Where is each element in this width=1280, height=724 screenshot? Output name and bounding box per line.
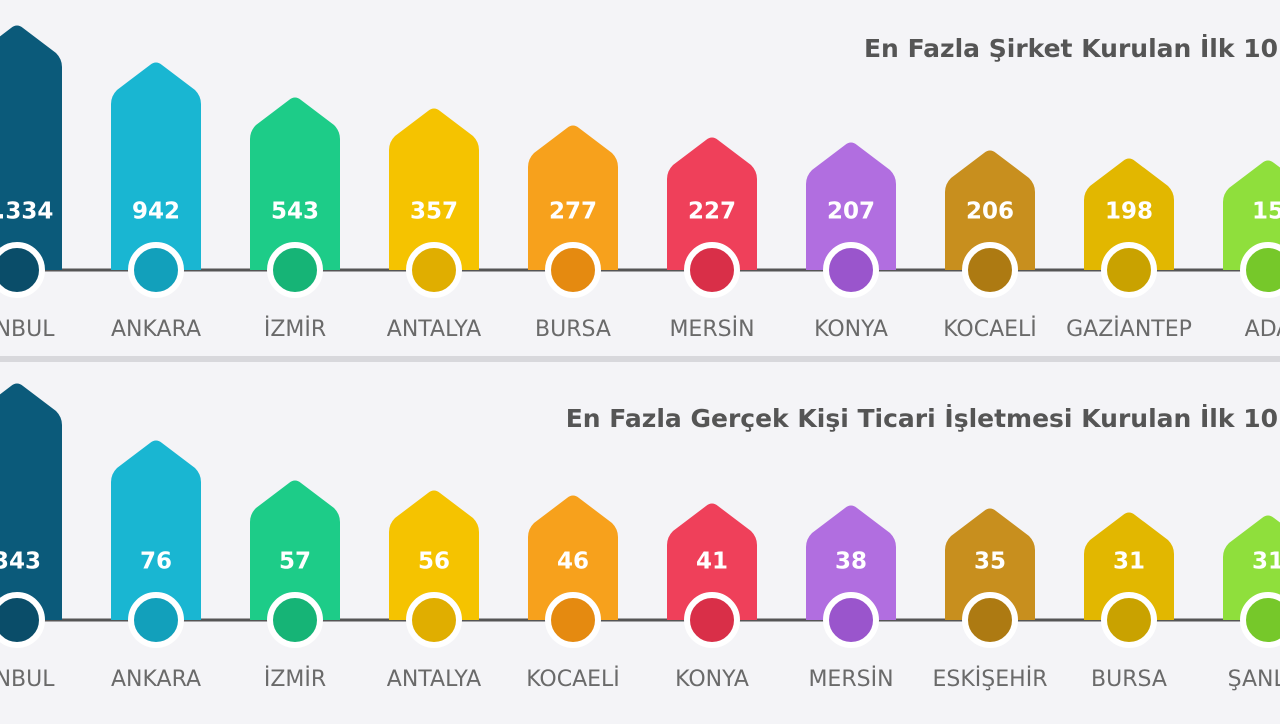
city-label: BURSA	[535, 317, 611, 342]
value: 1.334	[0, 199, 53, 225]
city-label: ANBUL	[0, 317, 55, 342]
column	[250, 480, 340, 620]
value: 357	[410, 199, 458, 225]
column	[111, 62, 201, 270]
value: 277	[549, 199, 597, 225]
city-label: ANTALYA	[387, 667, 481, 692]
city-label: İZMİR	[264, 666, 326, 692]
column	[667, 503, 757, 620]
value: 942	[132, 199, 180, 225]
city-label: ANKARA	[111, 667, 201, 692]
value: 227	[688, 199, 736, 225]
value: 343	[0, 549, 41, 575]
city-label: KOCAELİ	[943, 316, 1037, 342]
marker	[545, 592, 601, 648]
value: 15	[1252, 199, 1280, 225]
marker	[128, 242, 184, 298]
marker	[1240, 242, 1280, 298]
city-label: GAZİANTEP	[1066, 316, 1192, 342]
column	[945, 150, 1035, 270]
column	[389, 108, 479, 270]
city-label: ŞANLIU	[1228, 667, 1280, 692]
city-label: KONYA	[814, 317, 888, 342]
value: 543	[271, 199, 319, 225]
city-label: ANKARA	[111, 317, 201, 342]
value: 41	[696, 549, 728, 575]
city-label: ADA	[1245, 317, 1280, 342]
panel-title: En Fazla Şirket Kurulan İlk 10	[864, 33, 1278, 63]
value: 38	[835, 549, 867, 575]
separator	[0, 356, 1280, 362]
marker	[406, 592, 462, 648]
column	[0, 383, 62, 620]
value: 57	[279, 549, 311, 575]
value: 207	[827, 199, 875, 225]
value: 46	[557, 549, 589, 575]
column	[111, 440, 201, 620]
value: 56	[418, 549, 450, 575]
panel-title: En Fazla Gerçek Kişi Ticari İşletmesi Ku…	[566, 403, 1278, 433]
marker	[1101, 242, 1157, 298]
marker	[267, 592, 323, 648]
city-label: KONYA	[675, 667, 749, 692]
value: 198	[1105, 199, 1153, 225]
marker	[823, 242, 879, 298]
column	[806, 142, 896, 270]
value: 35	[974, 549, 1006, 575]
value: 76	[140, 549, 172, 575]
column	[528, 495, 618, 620]
marker	[962, 242, 1018, 298]
column	[1084, 512, 1174, 620]
marker	[267, 242, 323, 298]
city-label: MERSİN	[808, 666, 893, 692]
marker	[1240, 592, 1280, 648]
column	[528, 125, 618, 270]
column	[945, 508, 1035, 620]
marker	[0, 242, 45, 298]
value: 206	[966, 199, 1014, 225]
city-label: BURSA	[1091, 667, 1167, 692]
column	[250, 97, 340, 270]
marker	[1101, 592, 1157, 648]
column	[0, 25, 62, 270]
column	[806, 505, 896, 620]
city-label: ANTALYA	[387, 317, 481, 342]
city-label: KOCAELİ	[526, 666, 620, 692]
marker	[128, 592, 184, 648]
column	[667, 137, 757, 270]
value: 31	[1113, 549, 1145, 575]
marker	[684, 242, 740, 298]
value: 31	[1252, 549, 1280, 575]
column	[1084, 158, 1174, 270]
marker	[0, 592, 45, 648]
city-label: İZMİR	[264, 316, 326, 342]
marker	[406, 242, 462, 298]
column	[389, 490, 479, 620]
marker	[823, 592, 879, 648]
city-label: MERSİN	[669, 316, 754, 342]
city-label: ANBUL	[0, 667, 55, 692]
marker	[684, 592, 740, 648]
marker	[962, 592, 1018, 648]
marker	[545, 242, 601, 298]
city-label: ESKİŞEHİR	[933, 666, 1048, 692]
